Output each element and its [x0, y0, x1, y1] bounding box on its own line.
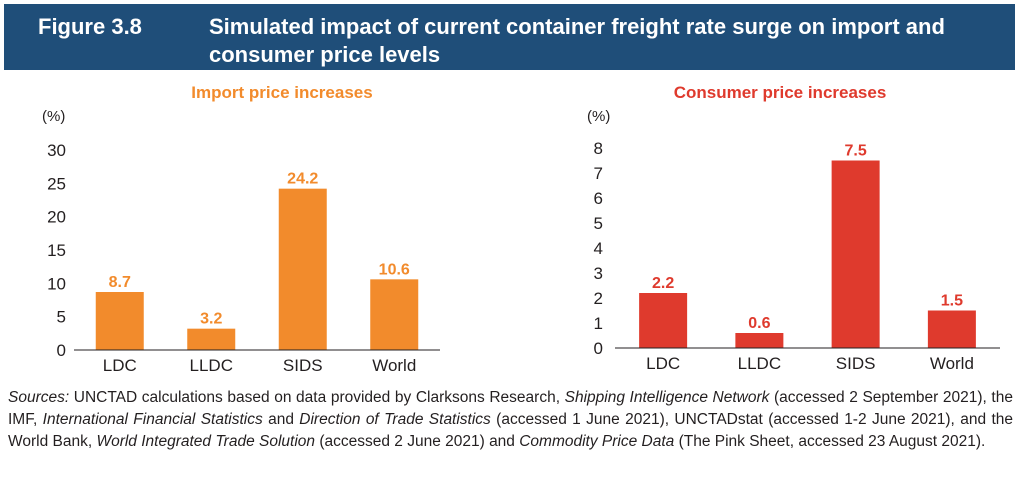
sources-text: (The Pink Sheet, accessed 23 August 2021… [674, 433, 986, 450]
sources-title: World Integrated Trade Solution [96, 433, 316, 450]
sources-text: (accessed 2 September 2021), the IMF, [8, 389, 1013, 428]
chart-1-y-tick-label: 3 [594, 264, 603, 283]
chart-0-y-axis-label: (%) [42, 108, 65, 125]
chart-1-category-label: LDC [646, 354, 680, 373]
chart-0-bar-lldc [187, 328, 236, 350]
chart-0-data-label: 24.2 [287, 171, 318, 188]
chart-1-y-axis-label: (%) [587, 108, 610, 125]
chart-1-y-tick-label: 0 [594, 339, 603, 358]
consumer-price-chart: Consumer price increases (%) 0 1 2 3 4 5 6 7 8 2.2 L… [530, 76, 1010, 381]
chart-0-bar-sids [278, 188, 327, 350]
consumer-price-chart-svg: Consumer price increases (%) 0 1 2 3 4 5 6 7 8 2.2 L… [587, 83, 1000, 373]
chart-0-y-tick-label: 20 [47, 208, 66, 227]
chart-1-data-label: 0.6 [748, 315, 770, 332]
sources-title: Shipping Intelligence Network [564, 389, 770, 406]
chart-0-data-label: 3.2 [200, 311, 222, 328]
chart-1-y-tick-label: 4 [594, 239, 603, 258]
chart-0-data-label: 10.6 [379, 261, 410, 278]
chart-1-y-tick-label: 5 [594, 214, 603, 233]
chart-0-bar-ldc [95, 292, 144, 350]
figure-header: Figure 3.8 Simulated impact of current c… [4, 4, 1015, 70]
chart-1-bar-ldc [639, 293, 688, 348]
chart-0-bar-world [370, 279, 419, 350]
chart-0-data-label: 8.7 [109, 274, 131, 291]
chart-1-bar-world [927, 310, 976, 348]
chart-0-category-label: SIDS [283, 356, 323, 375]
chart-1-y-tick-label: 1 [594, 314, 603, 333]
sources-note: Sources: UNCTAD calculations based on da… [8, 387, 1013, 453]
chart-0-y-tick-label: 30 [47, 141, 66, 160]
chart-0-y-tick-label: 5 [57, 308, 66, 327]
sources-text: and [262, 411, 300, 428]
chart-1-y-tick-label: 6 [594, 189, 603, 208]
chart-1-y-tick-label: 8 [594, 139, 603, 158]
chart-1-title: Consumer price increases [674, 83, 887, 102]
chart-0-y-tick-label: 25 [47, 174, 66, 193]
chart-1-bar-lldc [735, 333, 784, 348]
sources-text: (accessed 1 June 2021), UNCTADstat (acce… [8, 411, 1013, 450]
chart-1-bar-sids [831, 160, 880, 348]
chart-0-category-label: LLDC [190, 356, 233, 375]
sources-text: UNCTAD calculations based on data provid… [69, 389, 565, 406]
chart-0-y-tick-label: 15 [47, 241, 66, 260]
import-price-chart-svg: Import price increases (%) 0 5 10 15 20 25 30 8.7… [42, 83, 440, 375]
chart-1-data-label: 2.2 [652, 275, 674, 292]
chart-1-data-label: 1.5 [941, 293, 963, 310]
chart-0-y-tick-label: 0 [57, 341, 66, 360]
sources-title: Direction of Trade Statistics [299, 411, 491, 428]
chart-0-title: Import price increases [191, 83, 372, 102]
chart-1-data-label: 7.5 [845, 143, 867, 160]
sources-title: Commodity Price Data [519, 433, 675, 450]
sources-title: International Financial Statistics [42, 411, 263, 428]
import-price-chart: Import price increases (%) 0 5 10 15 20 25 30 8.7… [0, 76, 450, 381]
chart-1-y-tick-label: 7 [594, 164, 603, 183]
chart-1-category-label: LLDC [738, 354, 781, 373]
chart-0-category-label: LDC [103, 356, 137, 375]
sources-text: (accessed 2 June 2021) and [315, 433, 520, 450]
chart-0-category-label: World [372, 356, 416, 375]
figure-number: Figure 3.8 [38, 14, 142, 39]
figure-title: Simulated impact of current container fr… [209, 14, 945, 67]
chart-1-y-tick-label: 2 [594, 289, 603, 308]
sources-label: Sources: [8, 389, 70, 406]
chart-1-category-label: World [930, 354, 974, 373]
chart-0-y-tick-label: 10 [47, 274, 66, 293]
chart-1-category-label: SIDS [836, 354, 876, 373]
